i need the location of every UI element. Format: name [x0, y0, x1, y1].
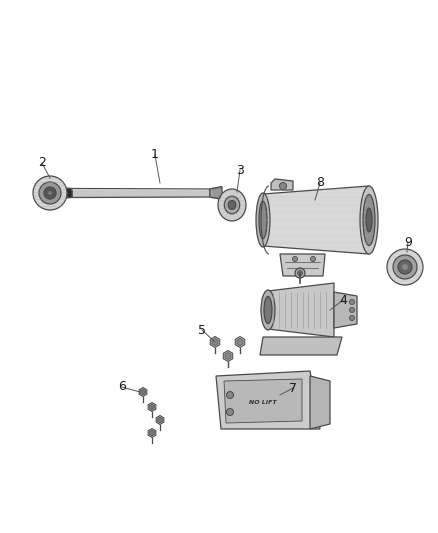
- Circle shape: [226, 392, 233, 399]
- Text: NO LIFT: NO LIFT: [249, 400, 277, 405]
- Circle shape: [311, 256, 315, 262]
- Ellipse shape: [360, 186, 378, 254]
- Ellipse shape: [363, 195, 375, 246]
- Text: 3: 3: [236, 164, 244, 176]
- Circle shape: [48, 191, 52, 195]
- Circle shape: [293, 256, 297, 262]
- Ellipse shape: [228, 200, 236, 209]
- Polygon shape: [334, 292, 357, 328]
- Circle shape: [33, 176, 67, 210]
- Polygon shape: [310, 376, 330, 429]
- Ellipse shape: [256, 193, 270, 247]
- Circle shape: [398, 260, 412, 274]
- Circle shape: [44, 187, 56, 199]
- Text: 4: 4: [339, 294, 347, 306]
- Ellipse shape: [264, 296, 272, 324]
- Polygon shape: [216, 371, 320, 429]
- Text: 8: 8: [316, 176, 324, 190]
- Circle shape: [297, 271, 303, 276]
- Polygon shape: [224, 379, 302, 423]
- Circle shape: [295, 268, 305, 278]
- Polygon shape: [268, 283, 334, 337]
- Circle shape: [350, 300, 354, 304]
- Polygon shape: [72, 189, 210, 198]
- Circle shape: [350, 308, 354, 312]
- Text: 1: 1: [151, 149, 159, 161]
- Polygon shape: [263, 186, 369, 254]
- Polygon shape: [271, 179, 293, 190]
- Ellipse shape: [259, 201, 267, 239]
- Polygon shape: [260, 337, 342, 355]
- Text: 7: 7: [289, 382, 297, 394]
- Circle shape: [387, 249, 423, 285]
- Text: 9: 9: [404, 236, 412, 248]
- Polygon shape: [280, 254, 325, 276]
- Ellipse shape: [224, 196, 240, 214]
- Ellipse shape: [366, 208, 372, 232]
- Text: 6: 6: [118, 381, 126, 393]
- Text: 2: 2: [38, 157, 46, 169]
- Text: 5: 5: [198, 324, 206, 336]
- Ellipse shape: [261, 290, 275, 330]
- Ellipse shape: [218, 189, 246, 221]
- Circle shape: [279, 182, 286, 190]
- Polygon shape: [210, 187, 222, 199]
- Circle shape: [226, 408, 233, 416]
- Circle shape: [350, 316, 354, 320]
- Circle shape: [39, 182, 61, 204]
- Circle shape: [402, 264, 408, 270]
- Circle shape: [393, 255, 417, 279]
- Polygon shape: [60, 188, 72, 198]
